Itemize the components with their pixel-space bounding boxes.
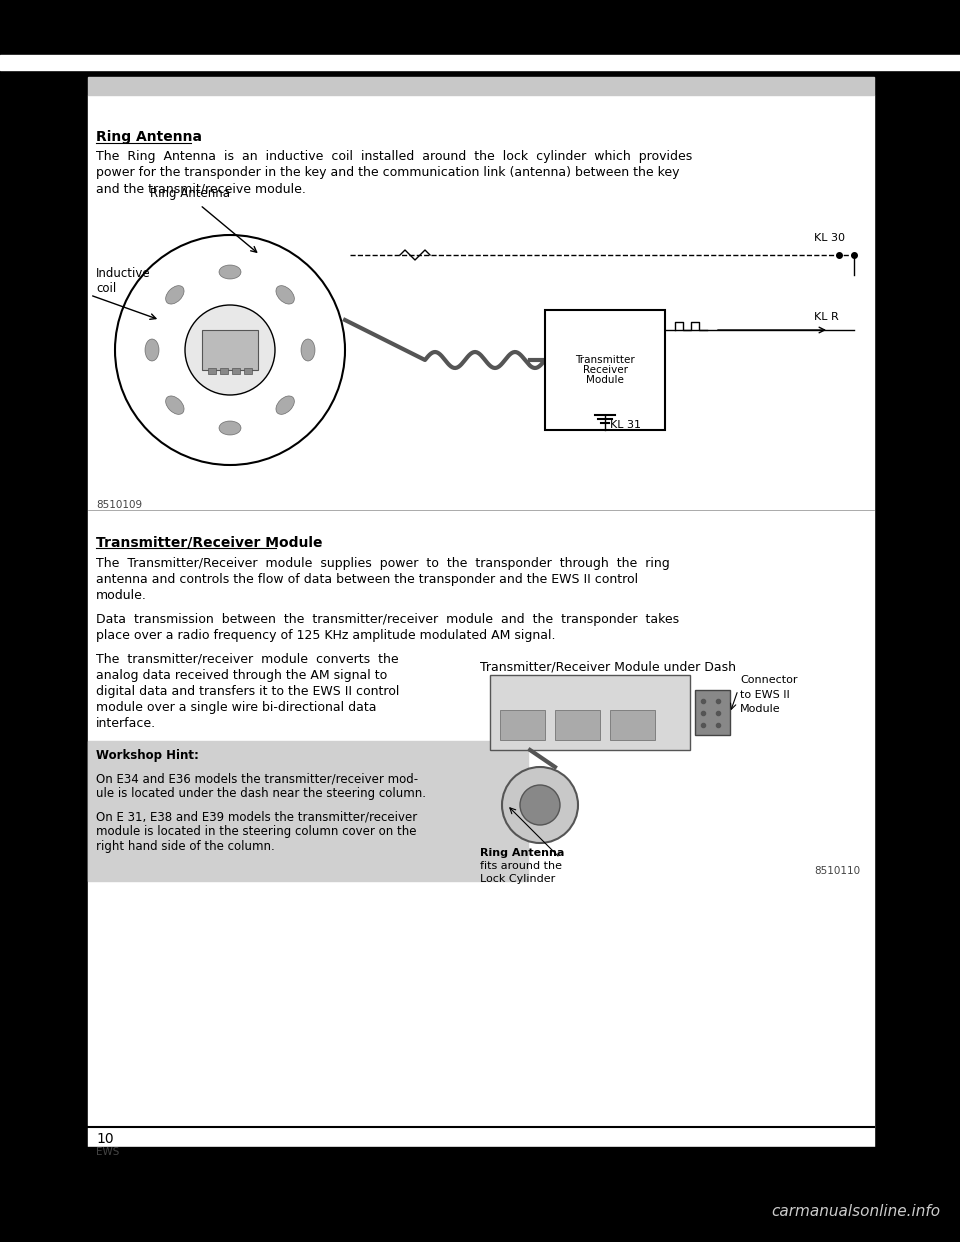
Text: place over a radio frequency of 125 KHz amplitude modulated AM signal.: place over a radio frequency of 125 KHz … <box>96 628 556 642</box>
Text: KL 31: KL 31 <box>610 420 641 430</box>
Ellipse shape <box>166 396 184 415</box>
Text: Workshop Hint:: Workshop Hint: <box>96 749 199 763</box>
Bar <box>695 691 730 735</box>
Text: KL 30: KL 30 <box>814 233 845 243</box>
Bar <box>500 710 545 740</box>
Text: The  Transmitter/Receiver  module  supplies  power  to  the  transponder  throug: The Transmitter/Receiver module supplies… <box>96 556 670 570</box>
Text: analog data received through the AM signal to: analog data received through the AM sign… <box>96 669 387 682</box>
Text: Receiver: Receiver <box>583 365 628 375</box>
Text: power for the transponder in the key and the communication link (antenna) betwee: power for the transponder in the key and… <box>96 166 680 179</box>
Text: to EWS II: to EWS II <box>740 691 790 700</box>
Text: interface.: interface. <box>96 717 156 730</box>
Circle shape <box>502 768 578 843</box>
Text: Transmitter: Transmitter <box>575 355 635 365</box>
Text: Ring Antenna: Ring Antenna <box>150 188 230 200</box>
Text: antenna and controls the flow of data between the transponder and the EWS II con: antenna and controls the flow of data be… <box>96 573 638 586</box>
Text: The  Ring  Antenna  is  an  inductive  coil  installed  around  the  lock  cylin: The Ring Antenna is an inductive coil in… <box>96 150 692 163</box>
Text: Data  transmission  between  the  transmitter/receiver  module  and  the  transp: Data transmission between the transmitte… <box>96 614 679 626</box>
Bar <box>88 94 874 1148</box>
Bar <box>88 77 874 94</box>
Text: KL R: KL R <box>814 312 839 322</box>
Text: Inductive: Inductive <box>96 267 151 279</box>
Bar <box>208 368 216 374</box>
Ellipse shape <box>145 339 159 361</box>
Text: 10: 10 <box>96 1131 113 1146</box>
Bar <box>0 55 960 70</box>
Text: fits around the: fits around the <box>480 861 562 871</box>
Ellipse shape <box>219 265 241 279</box>
Text: 8510110: 8510110 <box>814 866 860 876</box>
Text: Transmitter/Receiver Module under Dash: Transmitter/Receiver Module under Dash <box>480 660 736 673</box>
Text: The  transmitter/receiver  module  converts  the: The transmitter/receiver module converts… <box>96 653 398 666</box>
Text: module.: module. <box>96 589 147 602</box>
Text: Transmitter/Receiver Module: Transmitter/Receiver Module <box>96 535 323 549</box>
Bar <box>0 1148 960 1242</box>
Bar <box>0 0 960 55</box>
Text: Module: Module <box>586 375 624 385</box>
Ellipse shape <box>276 396 295 415</box>
Circle shape <box>185 306 275 395</box>
Bar <box>232 368 240 374</box>
Bar <box>610 710 655 740</box>
Text: carmanualsonline.info: carmanualsonline.info <box>771 1205 940 1220</box>
Text: and the transmit/receive module.: and the transmit/receive module. <box>96 183 306 195</box>
Ellipse shape <box>166 286 184 304</box>
Text: Ring Antenna: Ring Antenna <box>96 130 202 144</box>
Bar <box>244 368 252 374</box>
Text: module over a single wire bi-directional data: module over a single wire bi-directional… <box>96 700 376 714</box>
Text: Ring Antenna: Ring Antenna <box>480 848 564 858</box>
Text: 8510109: 8510109 <box>96 501 142 510</box>
Text: EWS: EWS <box>96 1148 119 1158</box>
Circle shape <box>520 785 560 825</box>
Text: ule is located under the dash near the steering column.: ule is located under the dash near the s… <box>96 787 426 800</box>
Ellipse shape <box>219 421 241 435</box>
Text: Lock Cylinder: Lock Cylinder <box>480 874 555 884</box>
Text: On E34 and E36 models the transmitter/receiver mod-: On E34 and E36 models the transmitter/re… <box>96 773 419 785</box>
Text: digital data and transfers it to the EWS II control: digital data and transfers it to the EWS… <box>96 686 399 698</box>
Ellipse shape <box>276 286 295 304</box>
Bar <box>220 368 228 374</box>
Bar <box>88 741 528 881</box>
Bar <box>490 674 690 750</box>
Circle shape <box>115 235 345 465</box>
Text: Module: Module <box>740 704 780 714</box>
Text: coil: coil <box>96 282 116 296</box>
Text: right hand side of the column.: right hand side of the column. <box>96 840 275 853</box>
Text: Connector: Connector <box>740 674 798 686</box>
Text: On E 31, E38 and E39 models the transmitter/receiver: On E 31, E38 and E39 models the transmit… <box>96 810 418 823</box>
Ellipse shape <box>301 339 315 361</box>
Bar <box>555 710 600 740</box>
Text: module is located in the steering column cover on the: module is located in the steering column… <box>96 825 417 838</box>
Bar <box>202 330 258 370</box>
Bar <box>545 310 665 430</box>
